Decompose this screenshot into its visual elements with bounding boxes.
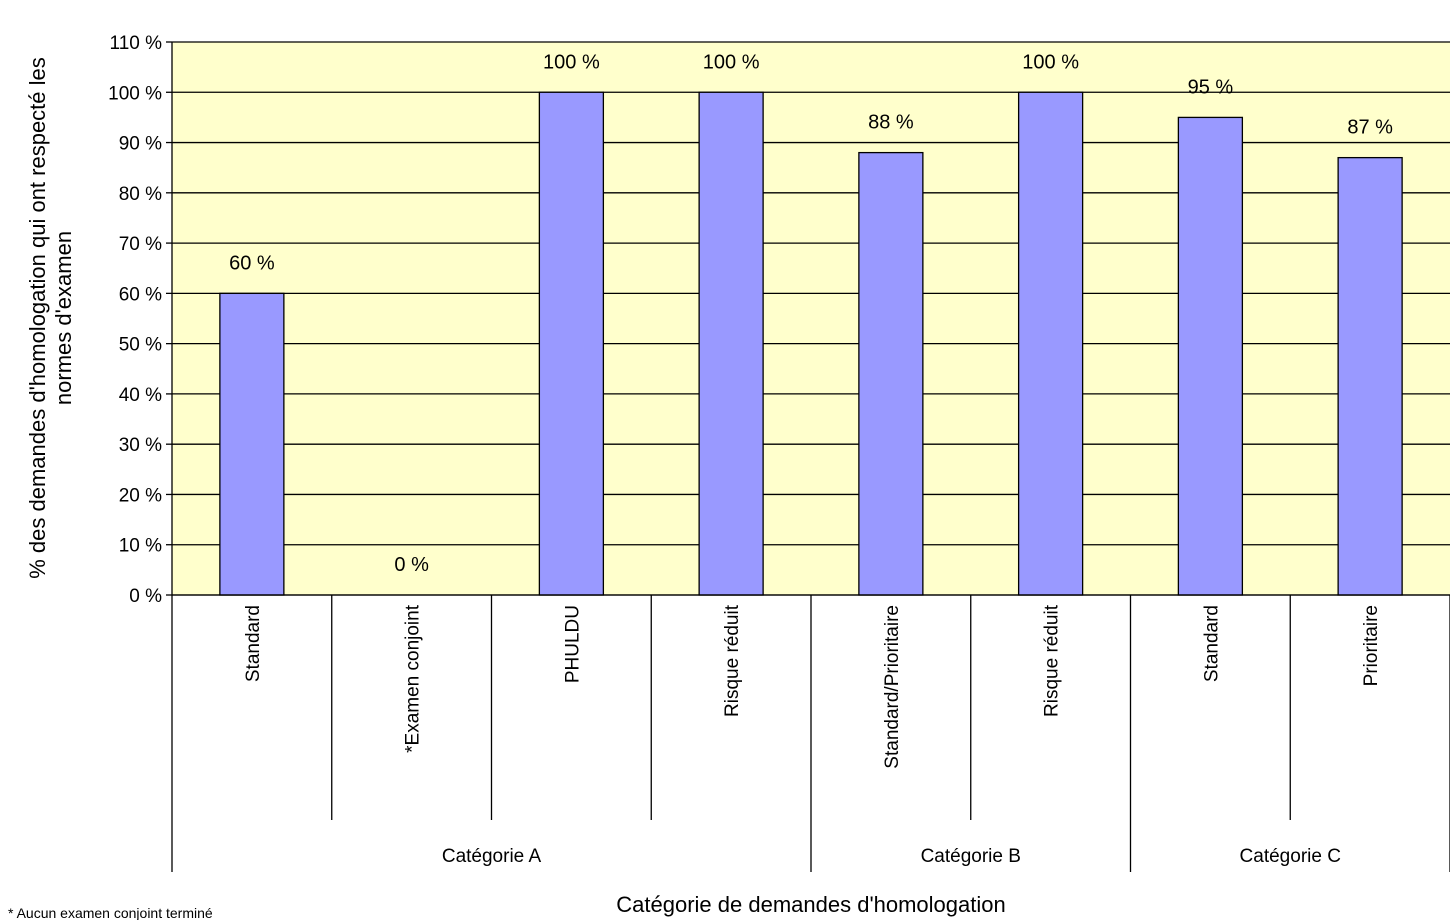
data-label: 88 %: [868, 112, 914, 134]
y-tick-label: 70 %: [119, 234, 162, 255]
data-label: 0 %: [394, 554, 429, 576]
x-axis-categories: Standard *Examen conjoint PHULDU Risque réd…: [171, 594, 1450, 872]
x-category-label: Standard: [243, 605, 264, 682]
y-axis-ticks: 0 % 10 % 20 % 30 % 40 % 50 % 60 % 70 % 80 % 90 % 1…: [108, 33, 173, 607]
x-category-label: *Examen conjoint: [403, 604, 424, 753]
data-label: 100 %: [703, 51, 760, 73]
y-tick-label: 100 %: [108, 83, 162, 104]
y-tick-label: 50 %: [119, 335, 162, 356]
y-tick-label: 60 %: [119, 284, 162, 305]
group-label: Catégorie A: [442, 846, 542, 867]
x-category-label: Standard: [1201, 605, 1222, 682]
data-label: 60 %: [229, 252, 275, 274]
y-tick-label: 0 %: [129, 586, 162, 607]
bar: [538, 91, 605, 596]
x-category-label: Risque réduit: [722, 604, 743, 717]
y-tick-label: 90 %: [119, 134, 162, 155]
bar: [858, 151, 924, 596]
x-category-label: Prioritaire: [1361, 605, 1382, 686]
footnote: * Aucun examen conjoint terminé: [8, 905, 213, 920]
x-category-label: Standard/Prioritaire: [882, 605, 903, 769]
x-category-label: PHULDU: [562, 605, 583, 683]
y-tick-label: 10 %: [119, 536, 162, 557]
y-tick-label: 30 %: [119, 435, 162, 456]
bar: [1177, 116, 1244, 596]
x-axis-title: Catégorie de demandes d'homologation: [616, 892, 1005, 917]
data-labels: 60 % 0 % 100 % 100 % 88 % 100 % 95 % 87 %: [229, 51, 1393, 576]
bar: [219, 292, 285, 596]
group-label: Catégorie C: [1240, 846, 1341, 867]
data-label: 87 %: [1347, 117, 1393, 139]
y-axis-title-line-1: % des demandes d'homologation qui ont re…: [25, 57, 50, 579]
y-axis-title-line-2: normes d'examen: [51, 231, 76, 405]
y-tick-label: 20 %: [119, 485, 162, 506]
y-tick-label: 110 %: [110, 33, 163, 54]
y-tick-label: 80 %: [119, 184, 162, 205]
group-label: Catégorie B: [921, 846, 1021, 867]
data-label: 100 %: [1022, 51, 1079, 73]
y-tick-label: 40 %: [119, 385, 162, 406]
data-label: 95 %: [1188, 76, 1234, 98]
x-category-label: Risque réduit: [1042, 604, 1063, 717]
plot-background: [172, 42, 1450, 595]
data-label: 100 %: [543, 51, 600, 73]
bar: [1337, 156, 1403, 596]
bars: [219, 91, 1403, 596]
bar: [1017, 91, 1084, 596]
bar: [698, 91, 764, 596]
